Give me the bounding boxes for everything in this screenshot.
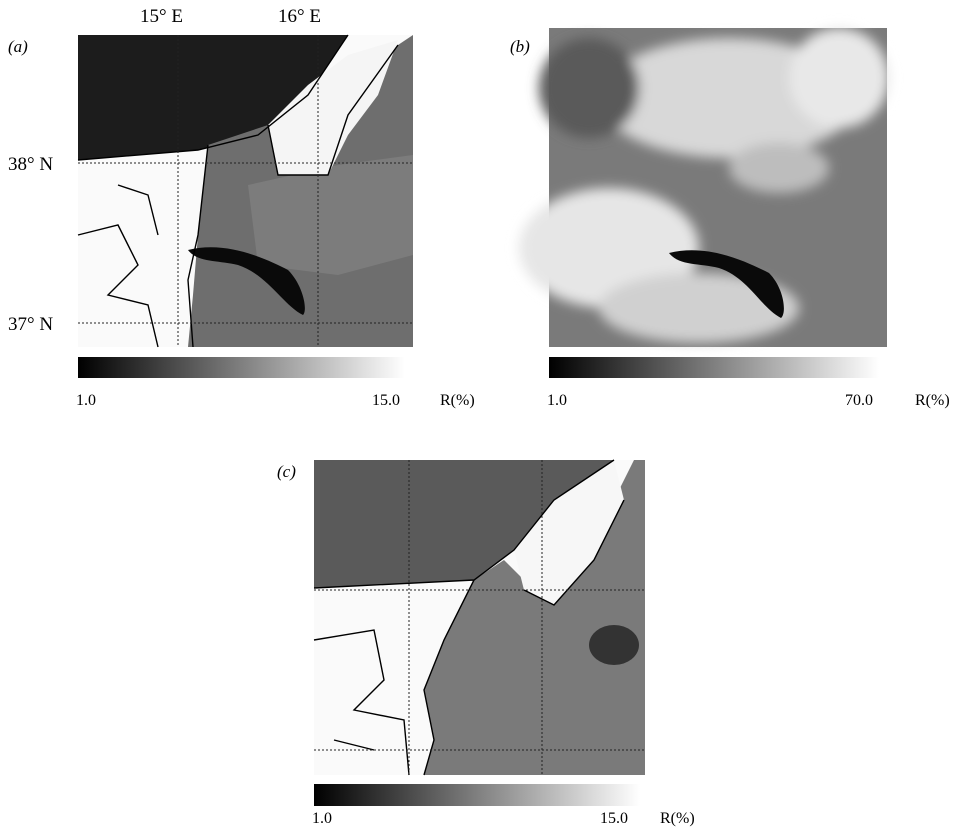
panel-label: (b) [510,37,530,56]
figure: 15° E 16° E 38° N 37° N (a) 1.0 15.0 R(%… [0,0,971,834]
panel-a-image [78,35,413,347]
panel-label: (a) [8,37,28,56]
panel-c-image [314,460,645,775]
colorbar-min: 1.0 [312,810,332,827]
colorbar-max: 70.0 [845,392,873,409]
lon-label: 15° E [140,6,183,27]
colorbar-max: 15.0 [600,810,628,827]
colorbar [78,357,405,378]
colorbar-max: 15.0 [372,392,400,409]
colorbar-unit: R(%) [660,810,695,827]
colorbar-min: 1.0 [76,392,96,409]
colorbar [314,784,640,806]
lon-label: 16° E [278,6,321,27]
panel-b-image [519,28,889,347]
colorbar [549,357,879,378]
colorbar-unit: R(%) [440,392,475,409]
colorbar-min: 1.0 [547,392,567,409]
panel-label: (c) [277,462,296,481]
lat-label: 38° N [8,154,53,175]
lat-label: 37° N [8,314,53,335]
colorbar-unit: R(%) [915,392,950,409]
